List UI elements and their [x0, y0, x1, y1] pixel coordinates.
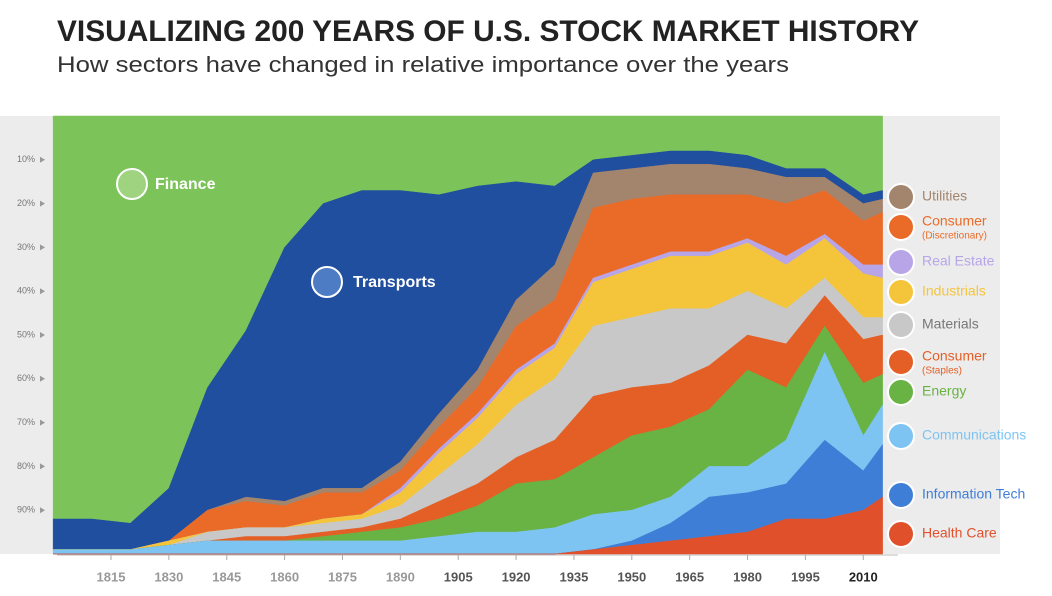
legend-label: Health Care: [922, 525, 997, 541]
legend-icon: [887, 311, 915, 339]
y-tick: [40, 156, 45, 163]
y-tick-label: 90%: [17, 505, 35, 515]
legend-sublabel: (Discretionary): [922, 231, 987, 242]
y-tick-label: 10%: [17, 154, 35, 164]
x-tick-label: 1830: [154, 569, 183, 584]
y-tick: [40, 332, 45, 338]
x-tick-label: 1845: [212, 569, 241, 584]
legend-icon: [887, 278, 915, 306]
x-tick-label: 1995: [791, 569, 820, 584]
x-tick-label: 1860: [270, 569, 299, 584]
y-tick: [40, 463, 45, 470]
legend-label: Information Tech: [922, 486, 1025, 502]
legend-icon: [887, 183, 915, 211]
chart-title: VISUALIZING 200 YEARS OF U.S. STOCK MARK…: [57, 15, 919, 48]
y-tick: [40, 288, 45, 295]
legend-icon: [887, 213, 915, 241]
y-tick: [40, 200, 45, 207]
y-tick-label: 50%: [17, 329, 35, 339]
finance-icon: [116, 168, 148, 200]
legend-label: Materials: [922, 316, 979, 332]
y-tick-label: 80%: [17, 461, 35, 471]
x-tick-label: 1920: [502, 569, 531, 584]
x-tick-label: 1950: [617, 569, 646, 584]
y-tick: [40, 507, 45, 514]
legend-label: Energy: [922, 383, 966, 399]
legend-label: Consumer: [922, 213, 987, 229]
x-tick-label: 1980: [733, 569, 762, 584]
y-tick-label: 70%: [17, 417, 35, 427]
areas: [52, 115, 883, 555]
x-tick-label: 1905: [444, 569, 473, 584]
x-tick-label: 1875: [328, 569, 357, 584]
legend-icon: [887, 481, 915, 509]
legend-sublabel: (Staples): [922, 366, 962, 377]
x-tick-label: 1815: [97, 569, 126, 584]
chart-subtitle: How sectors have changed in relative imp…: [57, 52, 789, 77]
transports-icon: [311, 266, 343, 298]
x-tick-label: 1965: [675, 569, 704, 584]
x-tick-label: 1890: [386, 569, 415, 584]
x-tick-label: 2010: [849, 569, 878, 584]
y-tick: [40, 244, 45, 251]
legend-icon: [887, 520, 915, 548]
legend-label: Consumer: [922, 348, 987, 364]
overlay: Finance Transports: [116, 168, 436, 298]
legend-label: Real Estate: [922, 253, 995, 269]
y-tick-label: 40%: [17, 286, 35, 296]
y-tick-label: 20%: [17, 198, 35, 208]
x-tick-label: 1935: [559, 569, 588, 584]
area: [53, 496, 883, 555]
legend-icon: [887, 422, 915, 450]
legend-icon: [887, 248, 915, 276]
transports-label: Transports: [353, 274, 436, 291]
legend-label: Communications: [922, 427, 1026, 443]
legend-icon: [887, 378, 915, 406]
legend-label: Utilities: [922, 188, 967, 204]
finance-label: Finance: [155, 176, 216, 193]
y-tick: [40, 419, 45, 426]
y-tick-label: 60%: [17, 373, 35, 383]
y-tick-label: 30%: [17, 242, 35, 252]
legend-label: Industrials: [922, 283, 986, 299]
y-tick: [40, 375, 45, 382]
legend-icon: [887, 348, 915, 376]
